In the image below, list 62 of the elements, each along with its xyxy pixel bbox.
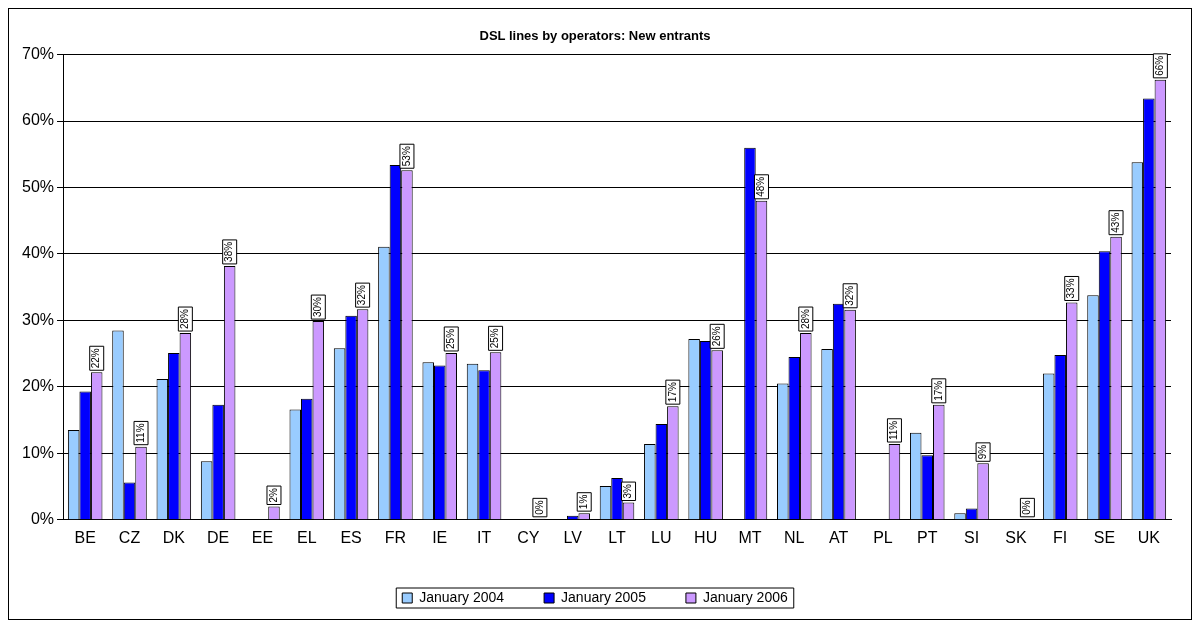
data-label: 22% [90,348,102,369]
x-tick-label: SK [1005,528,1027,546]
legend-label: January 2004 [419,588,505,605]
data-label: 48% [755,176,767,197]
x-tick-label: UK [1137,528,1161,546]
x-tick-label: IT [476,528,492,546]
x-tick-label: LT [608,528,626,546]
y-tick-label: 0% [30,510,55,528]
x-tick-label: PT [917,528,938,546]
data-label: 17% [932,380,944,401]
data-label: 32% [843,285,855,306]
y-tick-label: 60% [21,111,55,129]
data-label: 17% [666,382,678,403]
data-label: 38% [223,241,235,262]
legend-label: January 2006 [702,588,788,605]
data-label: 32% [356,285,368,306]
x-tick-label: IE [432,528,448,546]
x-tick-label: ES [340,528,362,546]
x-tick-label: AT [828,528,849,546]
x-tick-label: SE [1093,528,1116,546]
x-tick-label: NL [784,528,805,546]
y-tick-label: 40% [21,244,55,262]
data-label: 26% [710,326,722,347]
chart-title: DSL lines by operators: New entrants [479,28,711,44]
data-label: 0% [533,500,545,515]
x-tick-label: EE [251,528,274,546]
x-tick-label: LV [563,528,583,546]
data-label: 3% [622,483,634,499]
x-tick-label: HU [694,528,718,546]
x-tick-label: CZ [118,528,141,546]
x-tick-label: BE [74,528,96,546]
x-tick-label: SI [964,528,980,546]
y-tick-label: 30% [21,310,55,328]
y-tick-label: 70% [21,45,55,63]
x-tick-label: EL [296,528,317,546]
data-label: 53% [400,146,412,167]
data-label: 28% [799,308,811,330]
y-tick-label: 10% [21,443,55,461]
x-tick-label: CY [517,528,540,546]
data-label: 28% [179,308,191,330]
data-label: 2% [267,487,279,503]
data-label: 11% [134,423,146,443]
y-tick-label: 50% [21,177,55,195]
data-label: 33% [1065,278,1077,299]
x-tick-label: LU [651,528,672,546]
data-label: 30% [312,296,324,318]
data-label: 25% [489,328,501,349]
data-label: 43% [1109,212,1121,233]
data-label: 11% [888,420,900,441]
x-tick-label: DE [207,528,230,546]
data-label: 66% [1154,55,1166,76]
x-tick-label: FI [1053,528,1068,546]
legend-label: January 2005 [561,588,647,605]
x-tick-label: PL [873,528,893,546]
y-tick-label: 20% [21,377,55,395]
x-tick-label: MT [738,528,762,546]
x-tick-label: FR [384,528,407,546]
data-label: 0% [1021,500,1033,515]
data-label: 25% [445,328,457,349]
data-label: 1% [577,494,589,510]
data-label: 9% [976,444,988,460]
x-tick-label: DK [162,528,186,546]
